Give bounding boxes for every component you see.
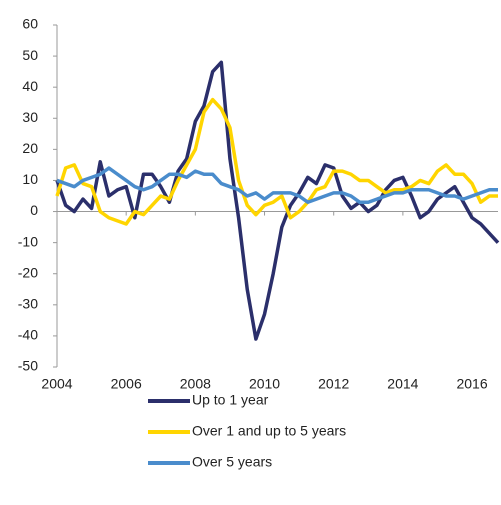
y-tick-label: 50 bbox=[22, 47, 38, 63]
x-tick-label: 2016 bbox=[456, 376, 487, 392]
y-tick-label: -10 bbox=[18, 233, 38, 249]
x-tick-label: 2010 bbox=[249, 376, 280, 392]
series-line bbox=[55, 97, 498, 226]
y-tick-label: -50 bbox=[18, 358, 38, 374]
legend-label: Over 1 and up to 5 years bbox=[192, 423, 346, 439]
x-tick-label: 2012 bbox=[318, 376, 349, 392]
y-tick-label: -30 bbox=[18, 296, 38, 312]
legend-label: Up to 1 year bbox=[192, 392, 269, 408]
y-tick-label: 20 bbox=[22, 140, 38, 156]
x-tick-label: 2004 bbox=[41, 376, 72, 392]
y-tick-label: 60 bbox=[22, 16, 38, 32]
y-tick-label: 10 bbox=[22, 171, 38, 187]
y-tick-label: 40 bbox=[22, 78, 38, 94]
series-line bbox=[55, 60, 500, 341]
y-tick-label: 30 bbox=[22, 109, 38, 125]
y-tick-label: -40 bbox=[18, 327, 38, 343]
x-tick-label: 2014 bbox=[387, 376, 418, 392]
x-tick-label: 2006 bbox=[111, 376, 142, 392]
legend-label: Over 5 years bbox=[192, 454, 272, 470]
y-tick-label: -20 bbox=[18, 264, 38, 280]
y-tick-label: 0 bbox=[30, 202, 38, 218]
x-tick-label: 2008 bbox=[180, 376, 211, 392]
series-line bbox=[56, 166, 498, 204]
